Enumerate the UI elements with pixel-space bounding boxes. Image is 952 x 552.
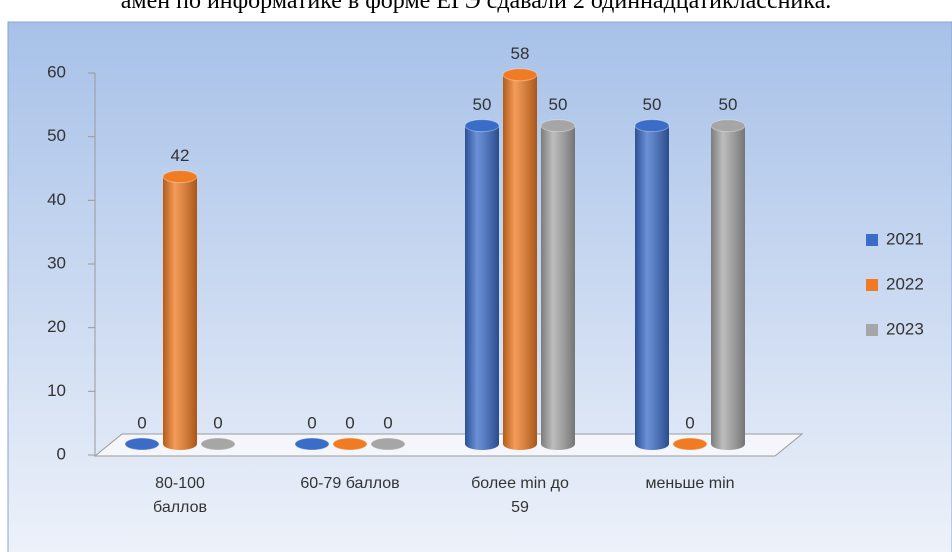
y-tick-label: 10 (47, 381, 66, 400)
legend-label: 2023 (886, 319, 924, 338)
bar-top (540, 119, 576, 133)
x-tick-label: 60-79 баллов (300, 475, 400, 492)
y-tick-label: 0 (57, 444, 66, 463)
bar-top (464, 119, 500, 133)
bar (162, 170, 198, 450)
bar (370, 437, 406, 451)
bar-top (672, 437, 708, 451)
data-label: 0 (137, 413, 146, 432)
bar (200, 437, 236, 451)
bar (502, 68, 538, 450)
data-label: 50 (719, 95, 738, 114)
data-label: 50 (549, 95, 568, 114)
bar-shade (635, 125, 669, 451)
bar-shade (711, 125, 745, 451)
chart-title: амен по информатике в форме ЕГЭ сдавали … (120, 0, 832, 14)
bar-shade (465, 125, 499, 451)
bar-shade (541, 125, 575, 450)
bar-top (294, 437, 330, 451)
data-label: 42 (171, 146, 190, 165)
bar (634, 119, 670, 451)
data-label: 0 (213, 413, 222, 432)
legend-label: 2022 (886, 274, 924, 293)
bar (294, 437, 330, 451)
data-label: 50 (643, 95, 662, 114)
data-label: 0 (685, 413, 694, 432)
y-tick-label: 30 (47, 253, 66, 272)
bar (332, 437, 368, 451)
y-tick-label: 40 (47, 190, 66, 209)
bar-top (370, 437, 406, 451)
legend-swatch (866, 279, 878, 291)
data-label: 50 (473, 95, 492, 114)
bar-shade (503, 74, 537, 450)
bar (710, 119, 746, 451)
x-tick-label: меньше min (645, 475, 735, 492)
bar-top (634, 119, 670, 133)
bar-top (710, 119, 746, 133)
x-tick-label: более min до 59 (471, 475, 569, 516)
bar-top (502, 68, 538, 82)
legend-swatch (866, 324, 878, 336)
bar-top (332, 437, 368, 451)
bar (464, 119, 500, 451)
data-label: 58 (511, 44, 530, 63)
data-label: 0 (307, 413, 316, 432)
data-label: 0 (345, 413, 354, 432)
floor (93, 433, 804, 457)
bar-top (200, 437, 236, 451)
bar-top (124, 437, 160, 451)
y-tick-label: 60 (47, 62, 66, 81)
y-tick-label: 20 (47, 317, 66, 336)
bar (672, 437, 708, 451)
data-label: 0 (383, 413, 392, 432)
bar-top (162, 170, 198, 184)
legend-swatch (866, 234, 878, 246)
legend-label: 2021 (886, 229, 924, 248)
x-tick-label: 80-100 баллов (153, 475, 207, 516)
bar-shade (163, 176, 197, 450)
y-tick-label: 50 (47, 126, 66, 145)
bar (540, 119, 576, 450)
bar (124, 437, 160, 451)
